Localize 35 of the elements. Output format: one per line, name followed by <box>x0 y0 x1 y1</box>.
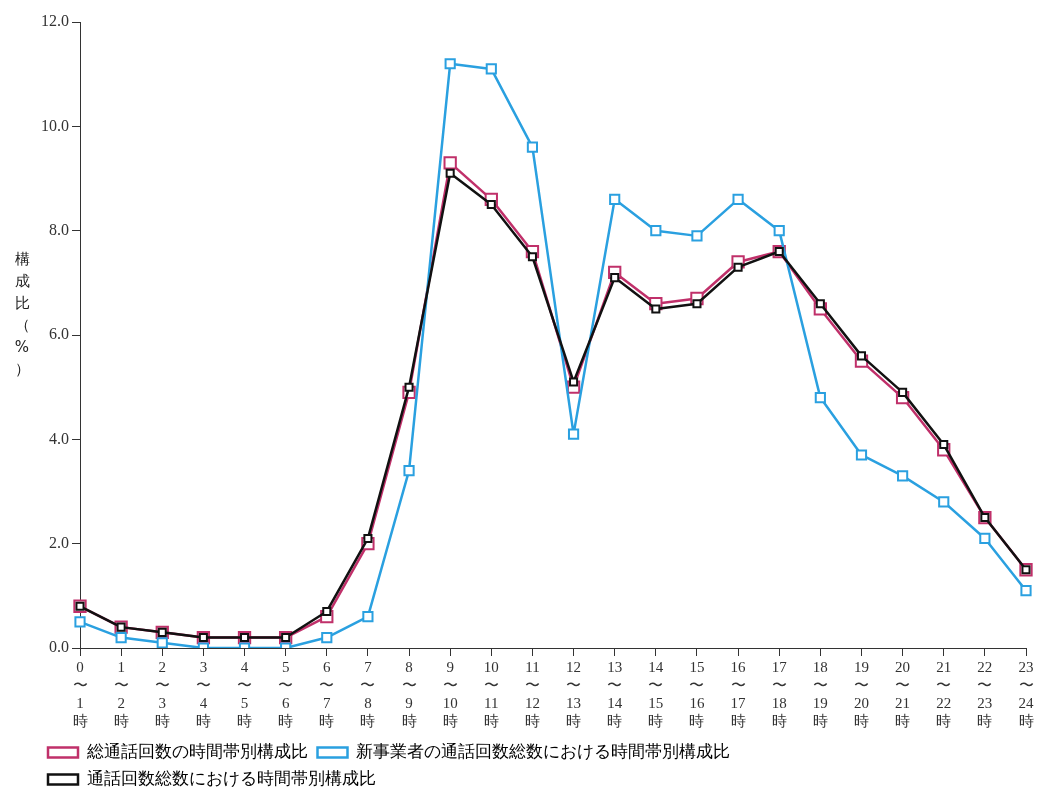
x-tick-label: 12〜13時 <box>566 658 582 729</box>
x-tick-label: 5〜6時 <box>278 658 294 729</box>
y-tick-label: 2.0 <box>49 533 69 551</box>
y-tick-label: 0.0 <box>49 638 69 656</box>
y-tick-label: 4.0 <box>49 429 69 447</box>
x-tick-label: 4〜5時 <box>237 658 253 729</box>
x-tick-label: 6〜7時 <box>319 658 335 729</box>
x-tick-label: 21〜22時 <box>936 658 952 729</box>
x-tick-label: 19〜20時 <box>853 658 869 729</box>
x-tick-label: 15〜16時 <box>689 658 705 729</box>
legend-label: 新事業者の通話回数総数における時間帯別構成比 <box>356 741 730 761</box>
x-tick-label: 3〜4時 <box>195 658 211 729</box>
legend-label: 通話回数総数における時間帯別構成比 <box>86 768 376 788</box>
x-tick-label: 23〜24時 <box>1018 658 1034 729</box>
x-tick-label: 17〜18時 <box>771 658 788 729</box>
x-tick-label: 7〜8時 <box>360 658 376 729</box>
x-tick-label: 9〜10時 <box>442 658 458 729</box>
legend-label: 総通話回数の時間帯別構成比 <box>85 741 308 761</box>
x-tick-label: 1〜2時 <box>113 658 129 729</box>
x-tick-label: 8〜9時 <box>401 658 417 729</box>
y-tick-label: 8.0 <box>49 220 69 238</box>
x-tick-label: 10〜11時 <box>483 658 499 729</box>
x-tick-label: 18〜19時 <box>812 658 828 729</box>
y-tick-label: 12.0 <box>41 12 69 30</box>
x-tick-label: 2〜3時 <box>154 658 170 729</box>
x-tick-label: 13〜14時 <box>607 658 623 729</box>
x-tick-label: 20〜21時 <box>895 658 911 729</box>
y-tick-label: 10.0 <box>41 116 69 134</box>
x-tick-label: 11〜12時 <box>524 658 540 729</box>
x-tick-label: 0〜1時 <box>72 658 88 729</box>
x-tick-label: 22〜23時 <box>977 658 993 729</box>
y-axis-title: 構成比（%） <box>13 249 31 380</box>
x-tick-label: 16〜17時 <box>730 658 747 729</box>
x-tick-label: 14〜15時 <box>648 658 664 729</box>
y-tick-label: 6.0 <box>49 325 69 343</box>
